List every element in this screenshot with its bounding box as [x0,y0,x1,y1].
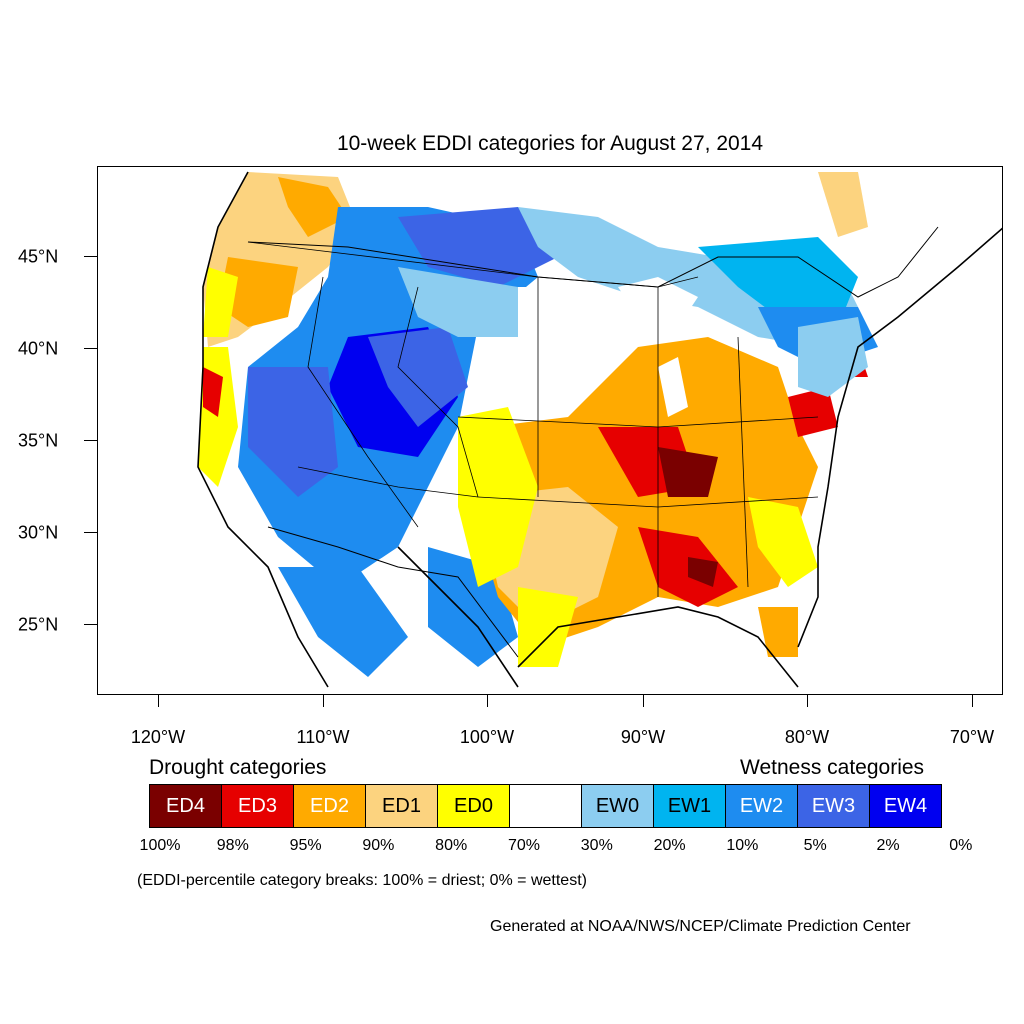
mexico-border [267,526,519,658]
credit-line: Generated at NOAA/NWS/NCEP/Climate Predi… [490,918,911,935]
legend-cell-ed2: ED2 [293,784,366,828]
legend-cell-ed1: ED1 [365,784,438,828]
x-tick [487,695,488,707]
state-borders [247,241,819,597]
percent-break-label: 2% [876,837,900,854]
x-tick [643,695,644,707]
legend-cell-neutral [509,784,582,828]
percent-break-label: 80% [435,837,468,854]
y-tick [84,348,97,349]
y-axis-label: 40°N [18,338,59,359]
legend-cell-ew1: EW1 [653,784,726,828]
x-tick [158,695,159,707]
category-legend: ED4 ED3 ED2 ED1 ED0 EW0 EW1 EW2 EW3 EW4 [149,784,942,830]
drought-heading: Drought categories [149,756,327,779]
y-axis-label: 45°N [18,246,59,267]
x-tick [323,695,324,707]
coastline [197,171,1002,688]
x-axis-label: 80°W [784,727,830,747]
eddi-regions [198,172,878,677]
x-axis-label: 90°W [620,727,666,747]
x-axis-label: 110°W [296,727,350,747]
percent-break-label: 90% [362,837,395,854]
percent-break-label: 5% [803,837,827,854]
percent-break-label: 100% [139,837,181,854]
legend-cell-ew4: EW4 [869,784,942,828]
y-tick [84,532,97,533]
legend-cell-ed3: ED3 [221,784,294,828]
x-axis-label: 120°W [130,727,186,747]
percent-break-label: 10% [726,837,759,854]
percent-break-label: 98% [216,837,249,854]
y-tick [84,256,97,257]
y-axis-label: 30°N [18,522,59,543]
legend-cell-ew0: EW0 [581,784,654,828]
legend-cell-ew3: EW3 [797,784,870,828]
y-axis-label: 35°N [18,430,59,451]
y-tick [84,440,97,441]
x-tick [807,695,808,707]
eddi-map [97,166,1003,695]
x-axis-label: 100°W [459,727,515,747]
legend-cell-ew2: EW2 [725,784,798,828]
x-axis-label: 70°W [949,727,995,747]
y-tick [84,624,97,625]
map-title: 10-week EDDI categories for August 27, 2… [336,132,764,155]
wetness-heading: Wetness categories [740,756,925,779]
percent-break-label: 30% [580,837,613,854]
percent-break-label: 95% [289,837,322,854]
map-canvas [197,171,1002,688]
x-tick [972,695,973,707]
canada-border [247,226,939,298]
legend-cell-ed4: ED4 [149,784,222,828]
percent-break-label: 20% [653,837,686,854]
legend-cell-ed0: ED0 [437,784,510,828]
percent-break-label: 0% [949,837,973,854]
y-axis-label: 25°N [18,614,59,635]
percent-break-label: 70% [507,837,541,854]
category-note: (EDDI-percentile category breaks: 100% =… [137,872,587,889]
